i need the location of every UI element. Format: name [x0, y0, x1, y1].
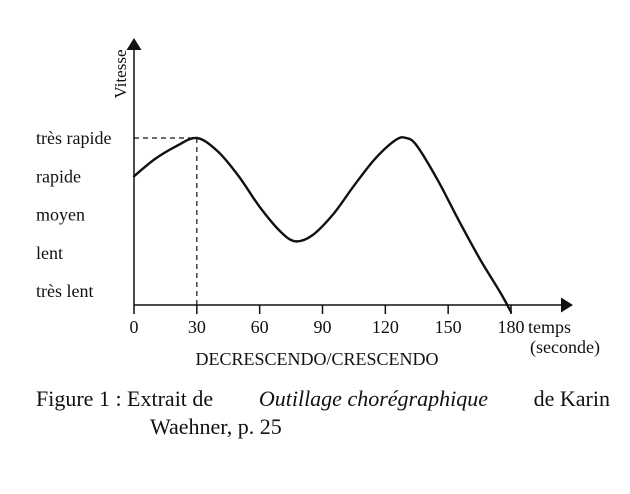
x-tick-label: 180 — [498, 317, 525, 337]
caption-middle: de Karin — [533, 386, 610, 411]
x-ticks: 0 30 60 90 120 150 180 — [130, 305, 525, 337]
chart-subtitle: DECRESCENDO/CRESCENDO — [195, 349, 438, 369]
x-axis-label: temps — [528, 317, 571, 337]
reference-lines — [134, 137, 198, 305]
y-category-label: rapide — [36, 166, 81, 186]
y-category-ticks: très lent lent moyen rapide très rapide — [36, 128, 111, 301]
caption-title: Outillage chorégraphique — [258, 386, 488, 411]
x-tick-label: 0 — [130, 317, 139, 337]
figure-caption: Figure 1 : Extrait de Outillage chorégra… — [36, 385, 611, 441]
x-axis-unit: (seconde) — [530, 337, 600, 358]
x-tick-label: 30 — [188, 317, 206, 337]
y-category-label: lent — [36, 243, 63, 263]
x-tick-label: 150 — [435, 317, 462, 337]
speed-curve — [132, 136, 513, 314]
x-tick-label: 120 — [372, 317, 399, 337]
y-axis-label: Vitesse — [111, 49, 130, 98]
x-tick-label: 90 — [314, 317, 332, 337]
caption-line-1: Figure 1 : Extrait de Outillage chorégra… — [36, 385, 610, 413]
y-category-label: moyen — [36, 205, 85, 225]
x-tick-label: 60 — [251, 317, 269, 337]
y-category-label: très rapide — [36, 128, 111, 148]
caption-line-2: Waehner, p. 25 — [150, 414, 282, 439]
y-category-label: très lent — [36, 281, 93, 301]
caption-prefix: Figure 1 : Extrait de — [36, 386, 214, 411]
